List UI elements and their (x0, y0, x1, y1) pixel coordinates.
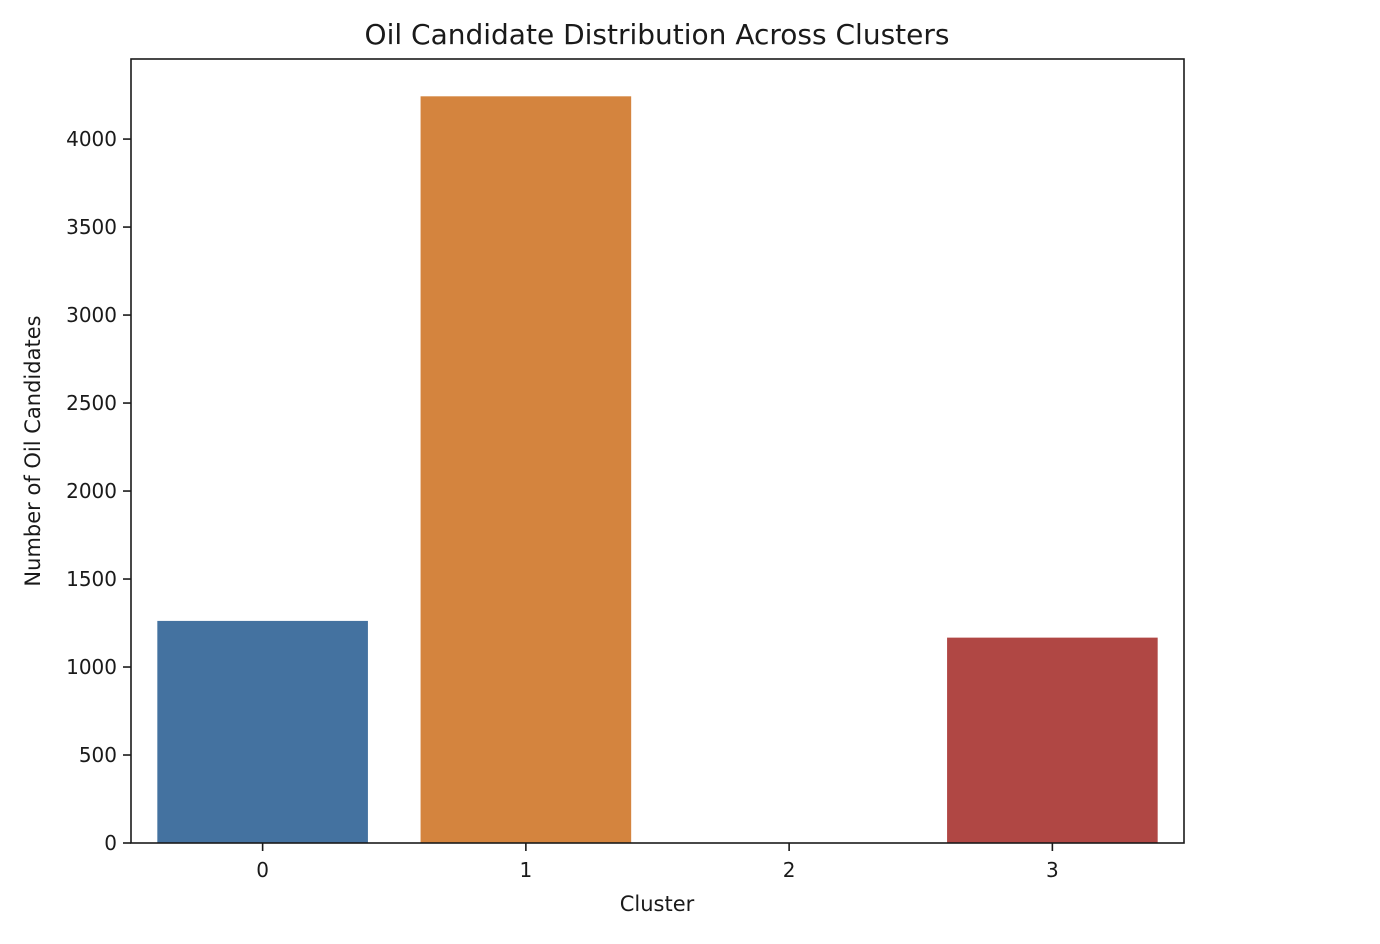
bar-cluster-1 (420, 96, 632, 844)
y-tick-label: 2000 (66, 479, 117, 503)
y-tick-label: 1500 (66, 567, 117, 591)
y-axis-ticks: 0 500 1000 1500 2000 2500 3000 3500 4000 (66, 127, 131, 855)
y-tick-label: 3500 (66, 215, 117, 239)
x-axis-ticks: 0 1 2 3 (256, 843, 1059, 882)
bar-cluster-0 (157, 620, 368, 843)
chart-title: Oil Candidate Distribution Across Cluste… (365, 18, 950, 51)
x-tick-label: 2 (783, 858, 796, 882)
bars-layer (157, 96, 1158, 844)
y-tick-label: 500 (79, 743, 117, 767)
x-tick-label: 3 (1046, 858, 1059, 882)
bar-cluster-3 (947, 637, 1158, 843)
plot-frame (130, 58, 1185, 844)
y-tick-label: 0 (104, 831, 117, 855)
y-tick-label: 3000 (66, 303, 117, 327)
x-tick-label: 0 (256, 858, 269, 882)
x-tick-label: 1 (520, 858, 533, 882)
y-axis-label: Number of Oil Candidates (21, 315, 45, 586)
y-tick-label: 1000 (66, 655, 117, 679)
y-tick-label: 2500 (66, 391, 117, 415)
x-axis-label: Cluster (620, 892, 695, 916)
y-tick-label: 4000 (66, 127, 117, 151)
